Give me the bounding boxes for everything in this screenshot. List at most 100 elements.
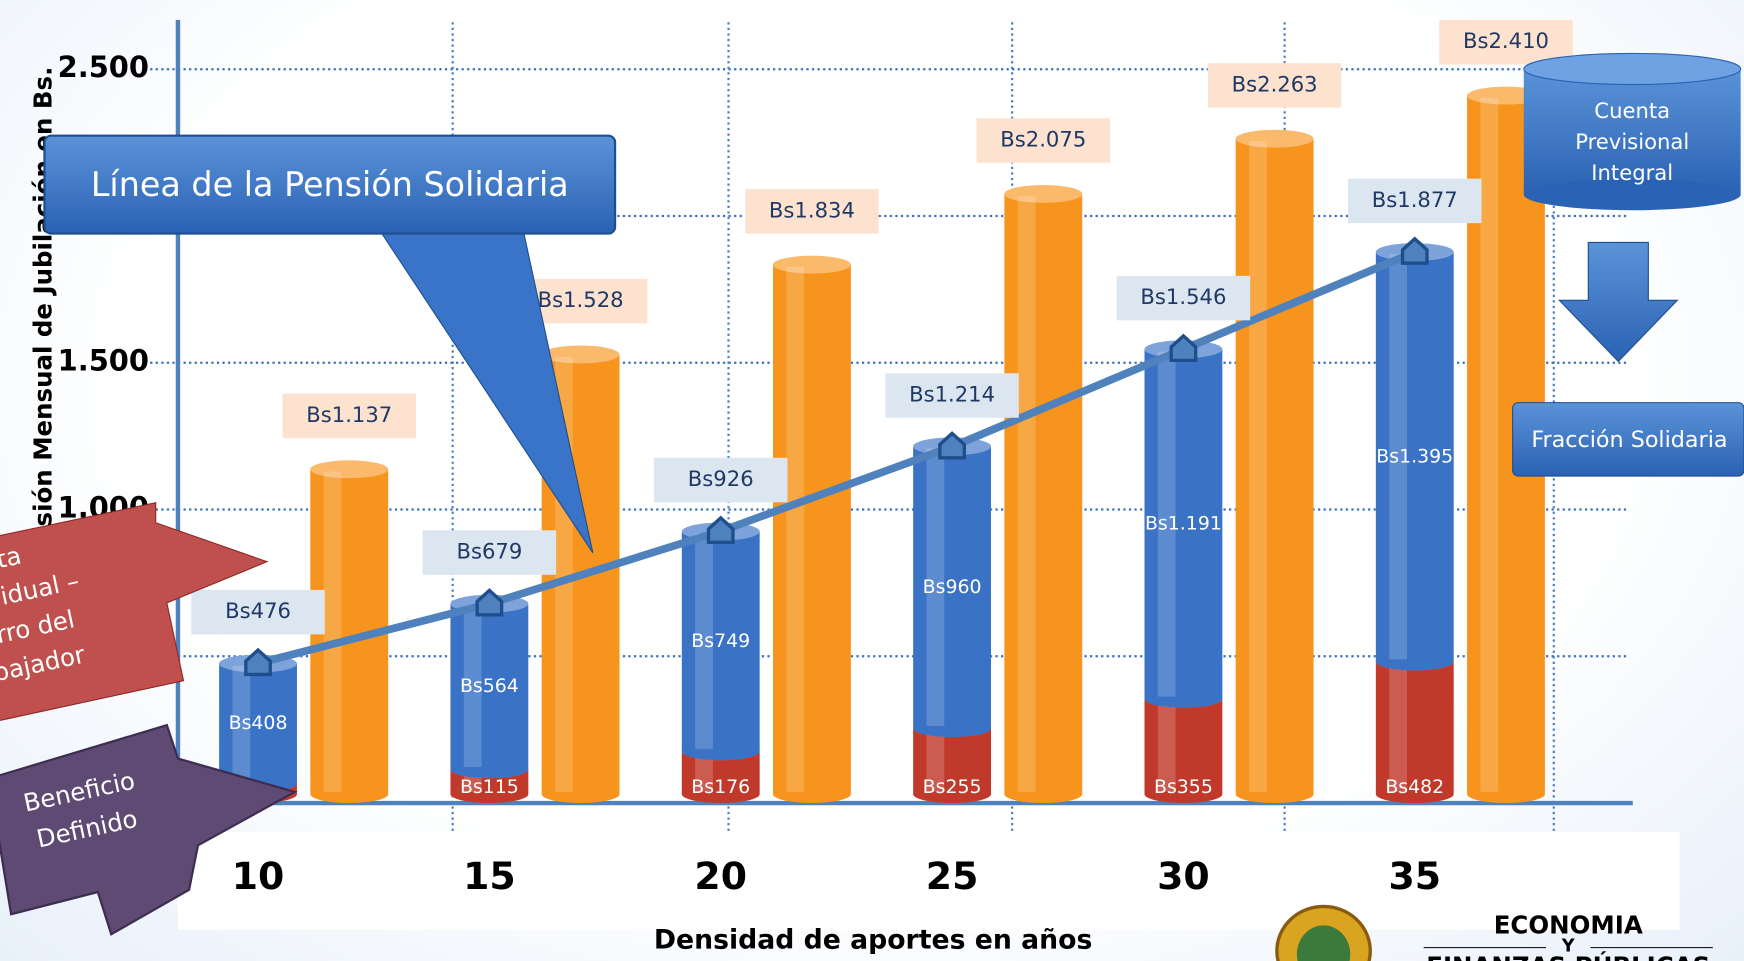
- individual-callout: [0, 502, 269, 721]
- bar-shine: [323, 471, 342, 792]
- line-marker: [475, 588, 504, 617]
- x-tick-label: 20: [694, 854, 747, 898]
- value-label: Bs1.546: [1140, 284, 1226, 309]
- bar: [1375, 243, 1454, 671]
- value-label: Bs476: [225, 598, 291, 623]
- value-label: Bs926: [688, 466, 754, 491]
- bar-shine: [1017, 196, 1036, 792]
- logo-crest-inner: [1296, 925, 1351, 961]
- line: [257, 248, 1417, 668]
- logo-text: FINANZAS PÚBLICAS: [1426, 951, 1710, 961]
- bar-cap: [1235, 129, 1314, 148]
- line-marker: [1169, 333, 1198, 363]
- bar-shine: [695, 533, 713, 750]
- bar-shine: [1389, 254, 1407, 660]
- down-arrow: [1558, 241, 1679, 363]
- value-label: Bs355: [1154, 776, 1213, 798]
- value-label: Bs1.395: [1376, 445, 1453, 467]
- value-label: Bs1.137: [306, 402, 392, 427]
- value-label: Bs1.877: [1372, 187, 1458, 212]
- value-label-box: [282, 393, 416, 439]
- bar: [681, 522, 760, 761]
- bar-shine: [926, 730, 945, 792]
- bar: [1375, 652, 1454, 804]
- value-label: Bs176: [691, 776, 750, 798]
- cylinder-bottom: [1523, 179, 1741, 211]
- value-label: Bs2.263: [1232, 71, 1318, 96]
- value-label-box: [422, 530, 557, 575]
- value-label-box: [653, 457, 788, 503]
- bar-cap: [773, 255, 851, 274]
- bar-shine: [1157, 701, 1176, 792]
- bar-shine: [1480, 97, 1499, 792]
- line-marker: [244, 647, 272, 677]
- line-marker: [1400, 236, 1429, 265]
- bar-shine: [1249, 141, 1267, 792]
- value-label-box: [191, 589, 325, 635]
- cylinder-body: [1523, 68, 1741, 195]
- value-label-box: [885, 373, 1019, 418]
- value-label: Bs564: [460, 675, 519, 697]
- y-tick-label: 1.500: [58, 344, 149, 378]
- bar-shine: [1157, 351, 1176, 697]
- bar: [450, 594, 529, 779]
- bar: [310, 460, 389, 804]
- x-tick-label: 15: [463, 854, 516, 898]
- bar: [1004, 185, 1083, 804]
- line-marker: [706, 515, 735, 545]
- bar: [913, 437, 992, 738]
- value-label: Bs1.191: [1145, 513, 1222, 535]
- x-label-band: [177, 831, 1680, 930]
- bar-cap: [1004, 185, 1083, 203]
- defined-callout: [0, 723, 298, 936]
- bar-shine: [695, 753, 713, 792]
- value-label: Bs482: [1385, 776, 1444, 798]
- x-tick-label: 10: [232, 854, 285, 898]
- value-label: Bs2.075: [1000, 127, 1086, 152]
- bar: [1144, 689, 1223, 804]
- y-tick-label: 2.500: [58, 50, 149, 84]
- value-label: Bs2.410: [1463, 28, 1549, 53]
- bar-shine: [463, 605, 482, 768]
- bar-cap: [541, 345, 620, 364]
- value-label: Bs1.528: [538, 287, 624, 312]
- bar: [1235, 129, 1314, 804]
- bar: [1144, 340, 1223, 708]
- x-tick-label: 25: [926, 854, 979, 898]
- value-label: Bs1.834: [769, 197, 855, 222]
- value-label: Bs960: [923, 576, 982, 598]
- value-label: Bs679: [456, 539, 522, 564]
- value-label: Bs115: [460, 776, 519, 798]
- bar: [1467, 86, 1545, 804]
- solidarity-text: Fracción Solidaria: [1531, 425, 1728, 453]
- callout-tail: [377, 227, 594, 554]
- value-label: Bs749: [691, 630, 750, 652]
- value-label-box: [1116, 275, 1251, 321]
- value-label-box: [745, 189, 879, 234]
- line-callout: [43, 134, 617, 235]
- x-tick-label: 35: [1388, 854, 1441, 898]
- x-tick-label: 30: [1157, 854, 1210, 898]
- line-marker: [938, 431, 966, 460]
- bar: [219, 654, 297, 793]
- bar-shine: [926, 448, 945, 726]
- value-label-box: [1439, 19, 1573, 65]
- bar-shine: [1389, 663, 1407, 792]
- cylinder-text: Cuenta Previsional Integral: [1575, 98, 1690, 186]
- cylinder-top: [1523, 52, 1742, 86]
- bar-shine: [786, 266, 805, 792]
- value-label-box: [1348, 178, 1482, 224]
- value-label-box: [1207, 63, 1342, 108]
- logo-text: Y: [1561, 936, 1576, 957]
- bar-cap: [310, 460, 389, 479]
- logo-text: ECONOMIA: [1494, 910, 1643, 939]
- bar-shine: [232, 665, 251, 782]
- line-callout-text: Línea de la Pensión Solidaria: [90, 165, 569, 205]
- bar: [773, 255, 851, 804]
- x-axis-label: Densidad de aportes en años: [654, 924, 1093, 955]
- value-label-box: [976, 118, 1111, 163]
- value-label: Bs408: [229, 712, 288, 734]
